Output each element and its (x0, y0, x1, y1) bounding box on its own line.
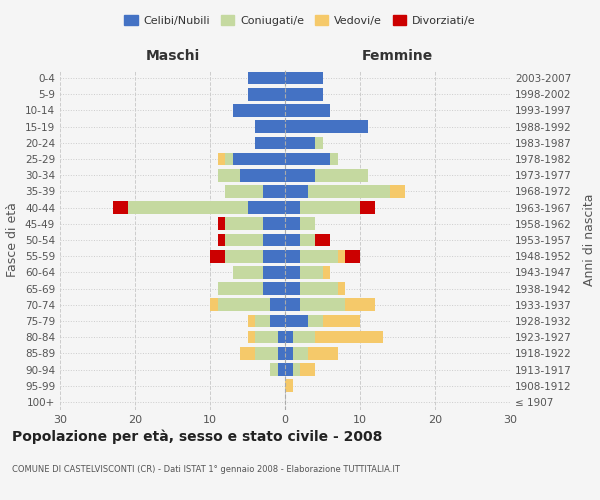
Bar (323, 314, 360, 328)
Bar (233, 152, 285, 166)
Bar (330, 152, 337, 166)
Bar (225, 152, 233, 166)
Bar (300, 363, 315, 376)
Bar (300, 282, 337, 295)
Bar (345, 298, 375, 311)
Bar (285, 218, 300, 230)
Bar (315, 234, 330, 246)
Bar (285, 88, 323, 101)
Bar (300, 250, 337, 262)
Bar (210, 250, 225, 262)
Bar (285, 266, 300, 278)
Bar (263, 282, 285, 295)
Bar (300, 298, 345, 311)
Bar (128, 202, 248, 214)
Bar (240, 347, 255, 360)
Bar (270, 298, 285, 311)
Bar (248, 314, 255, 328)
Bar (285, 152, 330, 166)
Bar (218, 298, 270, 311)
Bar (218, 234, 225, 246)
Bar (277, 347, 285, 360)
Text: Maschi: Maschi (145, 49, 200, 63)
Bar (263, 218, 285, 230)
Bar (113, 202, 128, 214)
Bar (248, 202, 285, 214)
Bar (210, 298, 218, 311)
Bar (285, 120, 367, 133)
Bar (300, 202, 360, 214)
Bar (225, 234, 263, 246)
Bar (285, 282, 300, 295)
Bar (255, 347, 277, 360)
Bar (285, 380, 293, 392)
Y-axis label: Anni di nascita: Anni di nascita (583, 194, 596, 286)
Bar (293, 331, 315, 344)
Bar (248, 331, 255, 344)
Text: Popolazione per età, sesso e stato civile - 2008: Popolazione per età, sesso e stato civil… (12, 430, 382, 444)
Bar (255, 314, 270, 328)
Bar (337, 250, 345, 262)
Bar (285, 331, 293, 344)
Bar (285, 234, 300, 246)
Y-axis label: Fasce di età: Fasce di età (7, 202, 19, 278)
Bar (285, 72, 323, 85)
Bar (248, 72, 285, 85)
Bar (300, 266, 323, 278)
Bar (263, 250, 285, 262)
Bar (390, 185, 405, 198)
Bar (315, 169, 367, 181)
Bar (225, 185, 263, 198)
Bar (285, 363, 293, 376)
Text: COMUNE DI CASTELVISCONTI (CR) - Dati ISTAT 1° gennaio 2008 - Elaborazione TUTTIT: COMUNE DI CASTELVISCONTI (CR) - Dati IST… (12, 465, 400, 474)
Bar (285, 298, 300, 311)
Bar (285, 347, 293, 360)
Bar (255, 136, 285, 149)
Bar (308, 185, 390, 198)
Bar (233, 266, 263, 278)
Bar (323, 266, 330, 278)
Bar (277, 331, 285, 344)
Legend: Celibi/Nubili, Coniugati/e, Vedovi/e, Divorziati/e: Celibi/Nubili, Coniugati/e, Vedovi/e, Di… (120, 10, 480, 30)
Text: Femmine: Femmine (362, 49, 433, 63)
Bar (315, 136, 323, 149)
Bar (293, 347, 308, 360)
Bar (225, 218, 263, 230)
Bar (218, 169, 240, 181)
Bar (308, 347, 337, 360)
Bar (270, 314, 285, 328)
Bar (285, 136, 315, 149)
Bar (285, 202, 300, 214)
Bar (277, 363, 285, 376)
Bar (285, 314, 308, 328)
Bar (225, 250, 263, 262)
Bar (360, 202, 375, 214)
Bar (248, 88, 285, 101)
Bar (315, 331, 383, 344)
Bar (240, 169, 285, 181)
Bar (285, 185, 308, 198)
Bar (293, 363, 300, 376)
Bar (263, 185, 285, 198)
Bar (218, 218, 225, 230)
Bar (263, 266, 285, 278)
Bar (285, 169, 315, 181)
Bar (337, 282, 345, 295)
Bar (218, 282, 263, 295)
Bar (300, 234, 315, 246)
Bar (345, 250, 360, 262)
Bar (233, 104, 285, 117)
Bar (300, 218, 315, 230)
Bar (285, 250, 300, 262)
Bar (218, 152, 225, 166)
Bar (255, 120, 285, 133)
Bar (285, 104, 330, 117)
Bar (255, 331, 277, 344)
Bar (270, 363, 277, 376)
Bar (263, 234, 285, 246)
Bar (308, 314, 323, 328)
